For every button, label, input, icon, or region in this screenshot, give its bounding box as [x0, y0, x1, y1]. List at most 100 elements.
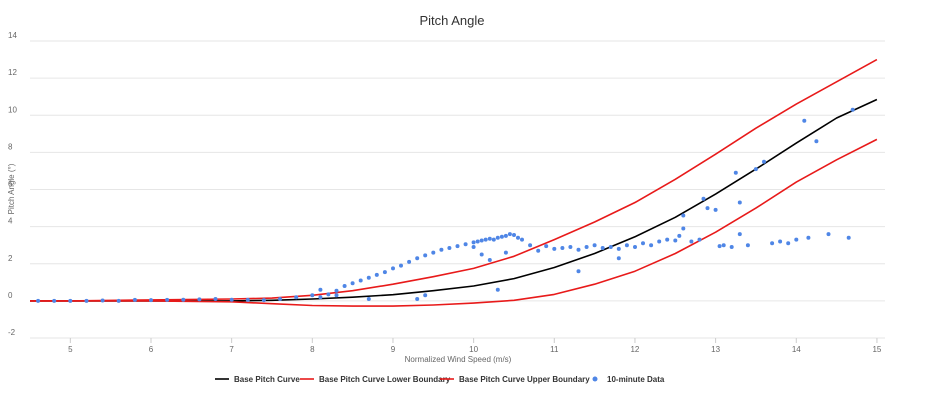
scatter-point: [624, 243, 629, 248]
scatter-point: [713, 207, 718, 212]
y-tick-label: 12: [8, 68, 17, 77]
scatter-point: [132, 297, 137, 302]
scatter-point: [245, 297, 250, 302]
scatter-point: [366, 275, 371, 280]
scatter-point: [512, 233, 516, 237]
scatter-point: [536, 248, 541, 253]
scatter-point: [814, 139, 819, 144]
scatter-point: [552, 246, 557, 251]
scatter-point: [689, 239, 694, 244]
grid-lines: [30, 40, 885, 339]
x-tick-label: 11: [550, 345, 559, 354]
scatter-point: [334, 288, 339, 293]
scatter-point: [358, 278, 363, 283]
scatter-point: [326, 292, 331, 297]
scatter-point: [794, 237, 799, 242]
scatter-point: [705, 206, 710, 211]
scatter-point: [431, 250, 436, 255]
scatter-point: [681, 213, 686, 218]
scatter-point: [415, 297, 420, 301]
y-tick-label: 6: [8, 180, 13, 189]
scatter-point: [423, 253, 428, 258]
scatter-point: [665, 237, 670, 242]
legend-label: Base Pitch Curve: [234, 375, 300, 384]
scatter-point: [471, 245, 476, 249]
scatter-point: [516, 235, 520, 240]
x-tick-label: 8: [310, 345, 315, 354]
scatter-point: [455, 244, 460, 249]
scatter-point: [399, 263, 403, 268]
scatter-point: [149, 298, 153, 303]
scatter-point: [310, 293, 315, 298]
scatter-point: [181, 297, 186, 302]
legend-label: Base Pitch Curve Upper Boundary: [459, 375, 590, 384]
scatter-point: [507, 232, 512, 237]
scatter-point: [641, 241, 645, 246]
chart-legend: Base Pitch Curve Base Pitch Curve Lower B…: [215, 375, 665, 384]
x-tick-label: 14: [792, 345, 801, 354]
scatter-point: [261, 298, 266, 303]
scatter-point: [487, 258, 492, 262]
scatter-point: [528, 243, 533, 248]
scatter-point: [701, 196, 706, 201]
scatter-point: [382, 270, 387, 275]
scatter-point: [592, 243, 597, 248]
scatter-point: [649, 243, 654, 248]
scatter-point: [697, 237, 702, 242]
scatter-point: [491, 237, 496, 242]
scatter-point: [520, 237, 524, 242]
x-axis-label: Normalized Wind Speed (m/s): [405, 355, 512, 364]
scatter-point: [786, 241, 791, 246]
y-tick-label: 0: [8, 291, 13, 300]
x-tick-label: 5: [68, 345, 73, 354]
scatter-point: [657, 239, 662, 244]
scatter-point: [503, 233, 508, 238]
scatter-point: [463, 242, 468, 247]
x-tick-label: 12: [630, 345, 639, 354]
scatter-point: [616, 256, 621, 261]
scatter-point: [753, 167, 758, 172]
scatter-point: [729, 245, 734, 249]
scatter-point: [737, 200, 742, 205]
scatter-point: [846, 235, 851, 240]
x-tick-label: 15: [872, 345, 881, 354]
scatter-point: [213, 297, 218, 301]
scatter-point: [576, 247, 581, 252]
scatter-point: [350, 281, 355, 286]
scatter-point: [471, 240, 476, 245]
scatter-point: [447, 246, 452, 250]
scatter-point: [415, 256, 420, 261]
scatter-point: [677, 233, 682, 238]
scatter-point: [778, 239, 783, 244]
scatter-point: [423, 293, 428, 298]
scatter-point: [366, 297, 371, 301]
x-tick-label: 9: [391, 345, 396, 354]
legend-label: 10-minute Data: [607, 375, 665, 384]
scatter-point: [616, 246, 621, 251]
scatter-point: [495, 235, 500, 240]
scatter-point: [407, 259, 412, 264]
scatter-point: [334, 293, 339, 298]
y-tick-label: 4: [8, 217, 13, 226]
x-axis-ticks: 5 6 7 8 9 10 11 12 13 14 15: [68, 338, 882, 354]
scatter-points: [36, 107, 855, 303]
chart-title: Pitch Angle: [419, 13, 484, 28]
scatter-point: [391, 266, 395, 271]
y-tick-label: 14: [8, 31, 17, 40]
legend-point-swatch: [592, 376, 598, 382]
scatter-point: [806, 235, 811, 240]
scatter-point: [681, 226, 686, 231]
scatter-point: [278, 297, 282, 301]
scatter-point: [318, 287, 323, 292]
scatter-point: [475, 239, 480, 244]
scatter-point: [544, 244, 549, 249]
scatter-point: [116, 298, 121, 303]
x-tick-label: 7: [229, 345, 234, 354]
legend-label: Base Pitch Curve Lower Boundary: [319, 375, 451, 384]
scatter-point: [294, 295, 299, 300]
scatter-point: [318, 295, 323, 300]
y-tick-label: 2: [8, 254, 13, 263]
scatter-point: [762, 159, 766, 164]
y-tick-label: -2: [8, 328, 16, 337]
